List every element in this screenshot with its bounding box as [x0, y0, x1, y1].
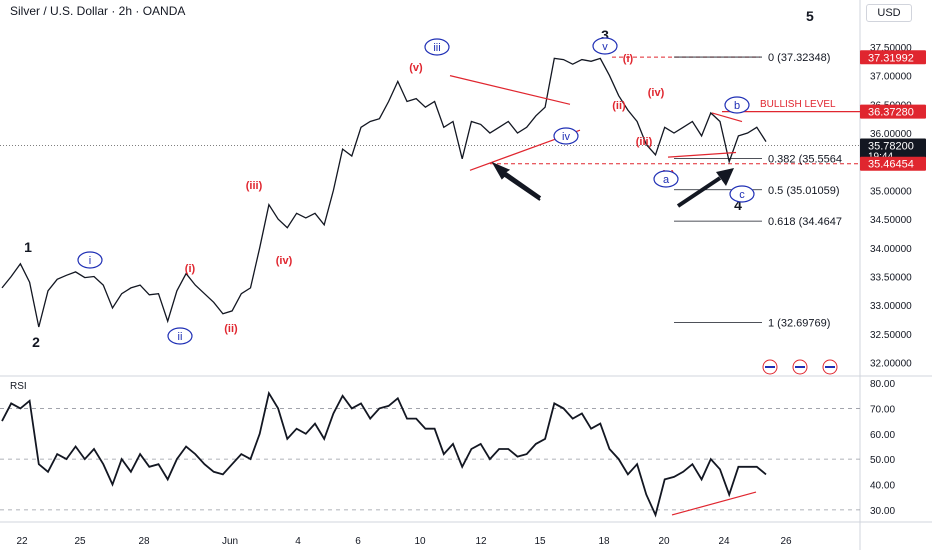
price-tick-label: 32.00000: [870, 359, 912, 370]
minor-wave-label: (iii): [246, 180, 263, 192]
triangle-upper-line: [449, 75, 571, 105]
wave-circle: [553, 127, 579, 145]
wave-circle: [592, 37, 618, 55]
arrow-head-right: [716, 168, 734, 186]
time-tick-label: 20: [658, 536, 670, 547]
minor-wave-label: (iv): [276, 255, 293, 267]
price-tick-label: 37.50000: [870, 43, 912, 54]
wave-circle: [653, 170, 679, 188]
minor-wave-label: (v): [409, 62, 423, 74]
price-tick-label: 34.00000: [870, 244, 912, 255]
price-tag-box: [860, 156, 926, 171]
minor-wave-label: (ii): [224, 323, 238, 335]
price-tick-label: 37.00000: [870, 72, 912, 83]
major-wave-label: 1: [24, 239, 32, 255]
rsi-tick-label: 40.00: [870, 481, 895, 492]
circled-wave-label: a: [663, 174, 670, 186]
time-tick-label: Jun: [222, 536, 238, 547]
major-wave-label: 3: [601, 27, 609, 43]
wave-circle: [77, 251, 103, 269]
circled-wave-label: b: [734, 100, 740, 112]
wave-circle: [167, 327, 193, 345]
rsi-tick-label: 30.00: [870, 506, 895, 517]
time-tick-label: 18: [598, 536, 610, 547]
flat-upper-line: [711, 112, 743, 123]
wave-circle: [724, 96, 750, 114]
time-tick-label: 6: [355, 536, 361, 547]
time-tick-label: 4: [295, 536, 301, 547]
flat-lower-line: [667, 151, 737, 158]
price-tick-label: 33.50000: [870, 272, 912, 283]
fib-level-label: 0.5 (35.01059): [768, 185, 840, 197]
major-wave-label: 2: [32, 334, 40, 350]
fib-level-label: 1 (32.69769): [768, 317, 830, 329]
price-tag-label: 36.37280: [868, 107, 914, 119]
time-tick-label: 25: [74, 536, 86, 547]
minor-wave-label: (iv): [648, 87, 665, 99]
time-tick-label: 15: [534, 536, 546, 547]
time-tick-label: 12: [475, 536, 487, 547]
arrow-left-shaft: [498, 168, 542, 200]
rsi-series-line: [1, 390, 767, 518]
currency-button[interactable]: USD: [866, 4, 912, 22]
fib-level-label: 0.618 (34.4647: [768, 216, 842, 228]
circled-wave-label: c: [739, 189, 745, 201]
circled-wave-label: iv: [562, 131, 570, 143]
time-tick-label: 24: [718, 536, 730, 547]
minor-wave-label: (iii): [636, 136, 653, 148]
fib-level-label: 0 (37.32348): [768, 52, 830, 64]
price-tick-label: 36.00000: [870, 129, 912, 140]
major-wave-label: 4: [734, 197, 742, 213]
price-tag-label: 37.31992: [868, 52, 914, 64]
time-tick-label: 26: [780, 536, 792, 547]
fib-level-label: 0.382 (35.5564: [768, 153, 842, 165]
circled-wave-label: v: [602, 41, 608, 53]
price-tick-label: 33.00000: [870, 301, 912, 312]
minor-wave-label: (i): [185, 263, 196, 275]
rsi-tick-label: 60.00: [870, 430, 895, 441]
rsi-divergence-line: [671, 491, 757, 516]
arrow-right-shaft: [676, 176, 722, 208]
bullish-level-label: BULLISH LEVEL: [760, 99, 836, 110]
circled-wave-label: i: [89, 255, 91, 267]
chart-title: Silver / U.S. Dollar · 2h · OANDA: [10, 4, 186, 18]
minor-wave-label: (i): [623, 53, 634, 65]
price-series-line: [1, 57, 767, 328]
price-tick-label: 34.50000: [870, 215, 912, 226]
circled-wave-label: ii: [178, 331, 183, 343]
time-tick-label: 10: [414, 536, 426, 547]
time-tick-label: 22: [16, 536, 28, 547]
rsi-tick-label: 70.00: [870, 404, 895, 415]
rsi-tick-label: 50.00: [870, 455, 895, 466]
circled-wave-label: iii: [433, 42, 440, 54]
wave-circle: [424, 38, 450, 56]
price-tag-label: 35.46454: [868, 159, 914, 171]
wave-circle: [729, 185, 755, 203]
minor-wave-label: (ii): [612, 100, 626, 112]
price-tag-box: [860, 104, 926, 119]
rsi-tick-label: 80.00: [870, 379, 895, 390]
time-tick-label: 28: [138, 536, 150, 547]
price-tag-box: [860, 50, 926, 65]
price-tag-box: [860, 138, 926, 163]
price-tick-label: 32.50000: [870, 330, 912, 341]
wave-5-label: 5: [806, 8, 814, 24]
price-tick-label: 35.00000: [870, 186, 912, 197]
price-tag-label: 35.78200: [868, 141, 914, 153]
rsi-label: RSI: [10, 381, 27, 392]
